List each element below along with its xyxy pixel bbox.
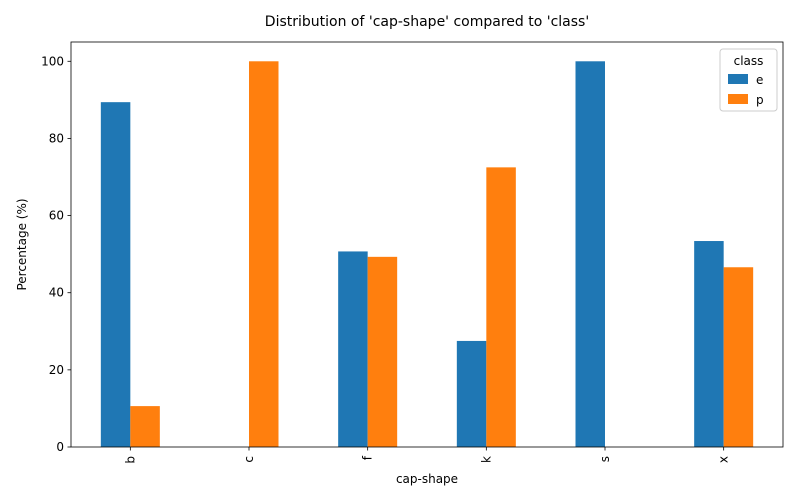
x-tick-label-b: b — [123, 456, 137, 464]
x-tick-label-x: x — [717, 456, 731, 463]
chart-title: Distribution of 'cap-shape' compared to … — [265, 14, 589, 30]
y-tick-label-60: 60 — [49, 209, 64, 223]
bar-e-b — [100, 102, 131, 448]
bar-e-f — [338, 251, 368, 447]
x-tick-label-s: s — [598, 456, 612, 462]
x-axis-label: cap-shape — [396, 472, 458, 486]
y-tick-label-80: 80 — [49, 131, 64, 145]
legend-swatch-e — [728, 74, 748, 84]
bar-e-k — [456, 340, 487, 447]
x-tick-label-c: c — [242, 456, 256, 463]
y-tick-label-100: 100 — [41, 54, 64, 68]
legend-label-p: p — [756, 93, 764, 107]
plot-area: 0 20 40 60 80 100 b c f k s x — [41, 41, 784, 464]
legend: class ep — [719, 48, 778, 112]
bar-p-b — [130, 406, 160, 447]
y-axis-label: Percentage (%) — [15, 198, 29, 290]
y-tick-label-0: 0 — [56, 440, 64, 454]
bar-p-f — [367, 256, 398, 447]
bar-e-s — [575, 61, 605, 447]
bar-e-x — [694, 241, 724, 447]
axes-frame — [70, 41, 784, 448]
bar-p-x — [723, 267, 754, 447]
y-tick-label-20: 20 — [49, 363, 64, 377]
bar-p-k — [486, 167, 516, 448]
bar-p-c — [249, 61, 279, 447]
legend-swatch-p — [728, 94, 748, 104]
x-tick-label-k: k — [479, 456, 493, 463]
legend-title: class — [734, 54, 764, 68]
y-tick-label-40: 40 — [49, 286, 64, 300]
x-tick-label-f: f — [361, 455, 375, 460]
legend-label-e: e — [756, 73, 763, 87]
